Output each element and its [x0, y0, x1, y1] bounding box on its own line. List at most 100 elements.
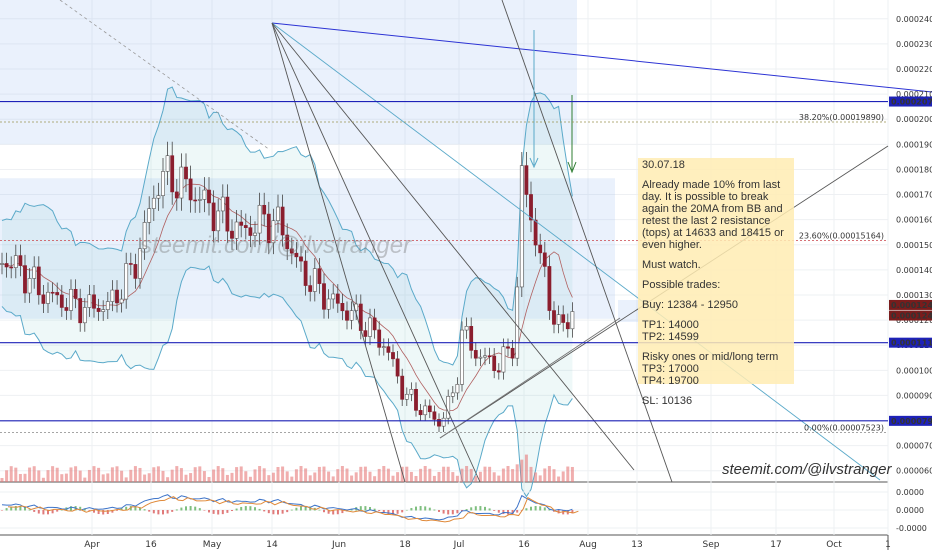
candle-body — [533, 219, 538, 246]
candle-body — [82, 307, 87, 324]
candle-body — [542, 252, 547, 267]
candle-body — [501, 346, 506, 373]
volume-bar — [0, 478, 4, 482]
candle-body — [207, 189, 211, 204]
bb-fill — [2, 87, 573, 497]
macd-hist — [14, 506, 17, 511]
y-tick-label: 0.00009000 — [896, 391, 932, 400]
candle-body — [404, 393, 409, 400]
upper-zone — [0, 0, 577, 145]
y-tick-label: 0.00018000 — [896, 165, 932, 174]
volume-bar — [294, 469, 298, 482]
note-take-profit-1-2: TP1: 14000 TP2: 14599 — [642, 319, 699, 343]
candle-body — [170, 155, 175, 193]
fib-label: 38.20%(0.00019890) — [799, 113, 884, 122]
macd-hist — [493, 510, 496, 511]
volume-bar — [276, 467, 280, 482]
volume-bar — [110, 467, 114, 482]
candle-body — [312, 268, 317, 292]
candle-body — [174, 191, 179, 199]
candle-body — [151, 197, 156, 209]
volume-bar — [437, 471, 441, 482]
macd-hist — [378, 510, 381, 512]
candle-body — [184, 166, 188, 180]
candle-body — [36, 266, 41, 296]
macd-hist — [419, 506, 422, 511]
macd-hist — [24, 507, 26, 511]
macd-hist — [359, 506, 362, 511]
macd-hist — [37, 510, 40, 514]
macd-hist — [281, 510, 284, 514]
volume-bar — [189, 473, 193, 482]
volume-bar — [432, 475, 436, 482]
macd-hist — [488, 508, 491, 511]
candle-body — [372, 317, 377, 331]
volume-bar — [455, 475, 459, 482]
volume-bar — [350, 475, 354, 482]
macd-hist — [267, 510, 270, 514]
candle-body — [487, 355, 492, 358]
candle-body — [561, 314, 566, 323]
candle-body — [570, 311, 575, 330]
y-tick-label: 0.00020000 — [896, 115, 932, 124]
volume-bar — [212, 469, 216, 482]
volume-bar — [446, 466, 450, 482]
x-tick-label: May — [203, 540, 222, 550]
x-tick-label: 16 — [518, 540, 530, 550]
candle-body — [469, 326, 474, 351]
y-tick-label: 0.00007000 — [896, 442, 932, 451]
y-tick-label: 0.00017000 — [896, 191, 932, 200]
y-tick-label: 0.00023000 — [896, 40, 932, 49]
fan-line-2 — [271, 22, 481, 483]
volume-bar — [529, 466, 533, 482]
volume-bar — [23, 473, 27, 482]
candle-body — [381, 346, 386, 348]
candle-body — [9, 266, 14, 269]
candle-body — [478, 356, 483, 359]
macd-hist — [19, 506, 22, 511]
candle-body — [492, 355, 497, 371]
volume-bar — [225, 474, 229, 482]
macd-hist — [484, 506, 486, 511]
candle-body — [299, 256, 303, 262]
candle-body — [128, 263, 133, 265]
candle-body — [234, 221, 239, 239]
volume-bar — [534, 472, 538, 482]
macd-hist — [511, 510, 514, 514]
macd-hist — [116, 510, 118, 511]
fib-label: 0.00%(0.00007523) — [804, 424, 884, 433]
volume-bar — [262, 468, 266, 482]
analysis-note: 30.07.18 Already made 10% from last day.… — [638, 158, 794, 407]
volume-bar — [51, 466, 55, 482]
candle-body — [156, 195, 161, 199]
volume-bar — [115, 466, 119, 482]
y-tick-label: 0.00022000 — [896, 65, 932, 74]
macd-hist — [88, 510, 91, 511]
macd-hist — [336, 510, 339, 515]
candle-body — [101, 309, 106, 312]
candle-body — [18, 255, 23, 266]
macd-hist — [47, 510, 49, 515]
volume-bar — [64, 473, 68, 482]
volume-bar — [55, 467, 59, 482]
candle-body — [266, 213, 271, 244]
price-tag: 0.00011101 — [891, 339, 932, 348]
candle-body — [50, 291, 55, 294]
volume-bar — [281, 466, 285, 482]
volume-bar — [488, 466, 492, 482]
volume-bar — [304, 468, 308, 482]
candle-body — [253, 232, 257, 236]
macd-hist — [56, 510, 59, 512]
candle-body — [289, 248, 294, 254]
candle-body — [193, 199, 198, 202]
macd-hist — [28, 509, 31, 511]
volume-bar — [469, 468, 473, 482]
macd-hist — [42, 510, 45, 515]
volume-bar — [41, 477, 45, 482]
fan-line-4 — [501, 0, 673, 483]
x-tick-label: Jun — [331, 540, 346, 550]
macd-hist — [134, 506, 137, 511]
candle-body — [276, 206, 280, 222]
candle-body — [460, 329, 464, 385]
volume-bar — [83, 477, 87, 482]
